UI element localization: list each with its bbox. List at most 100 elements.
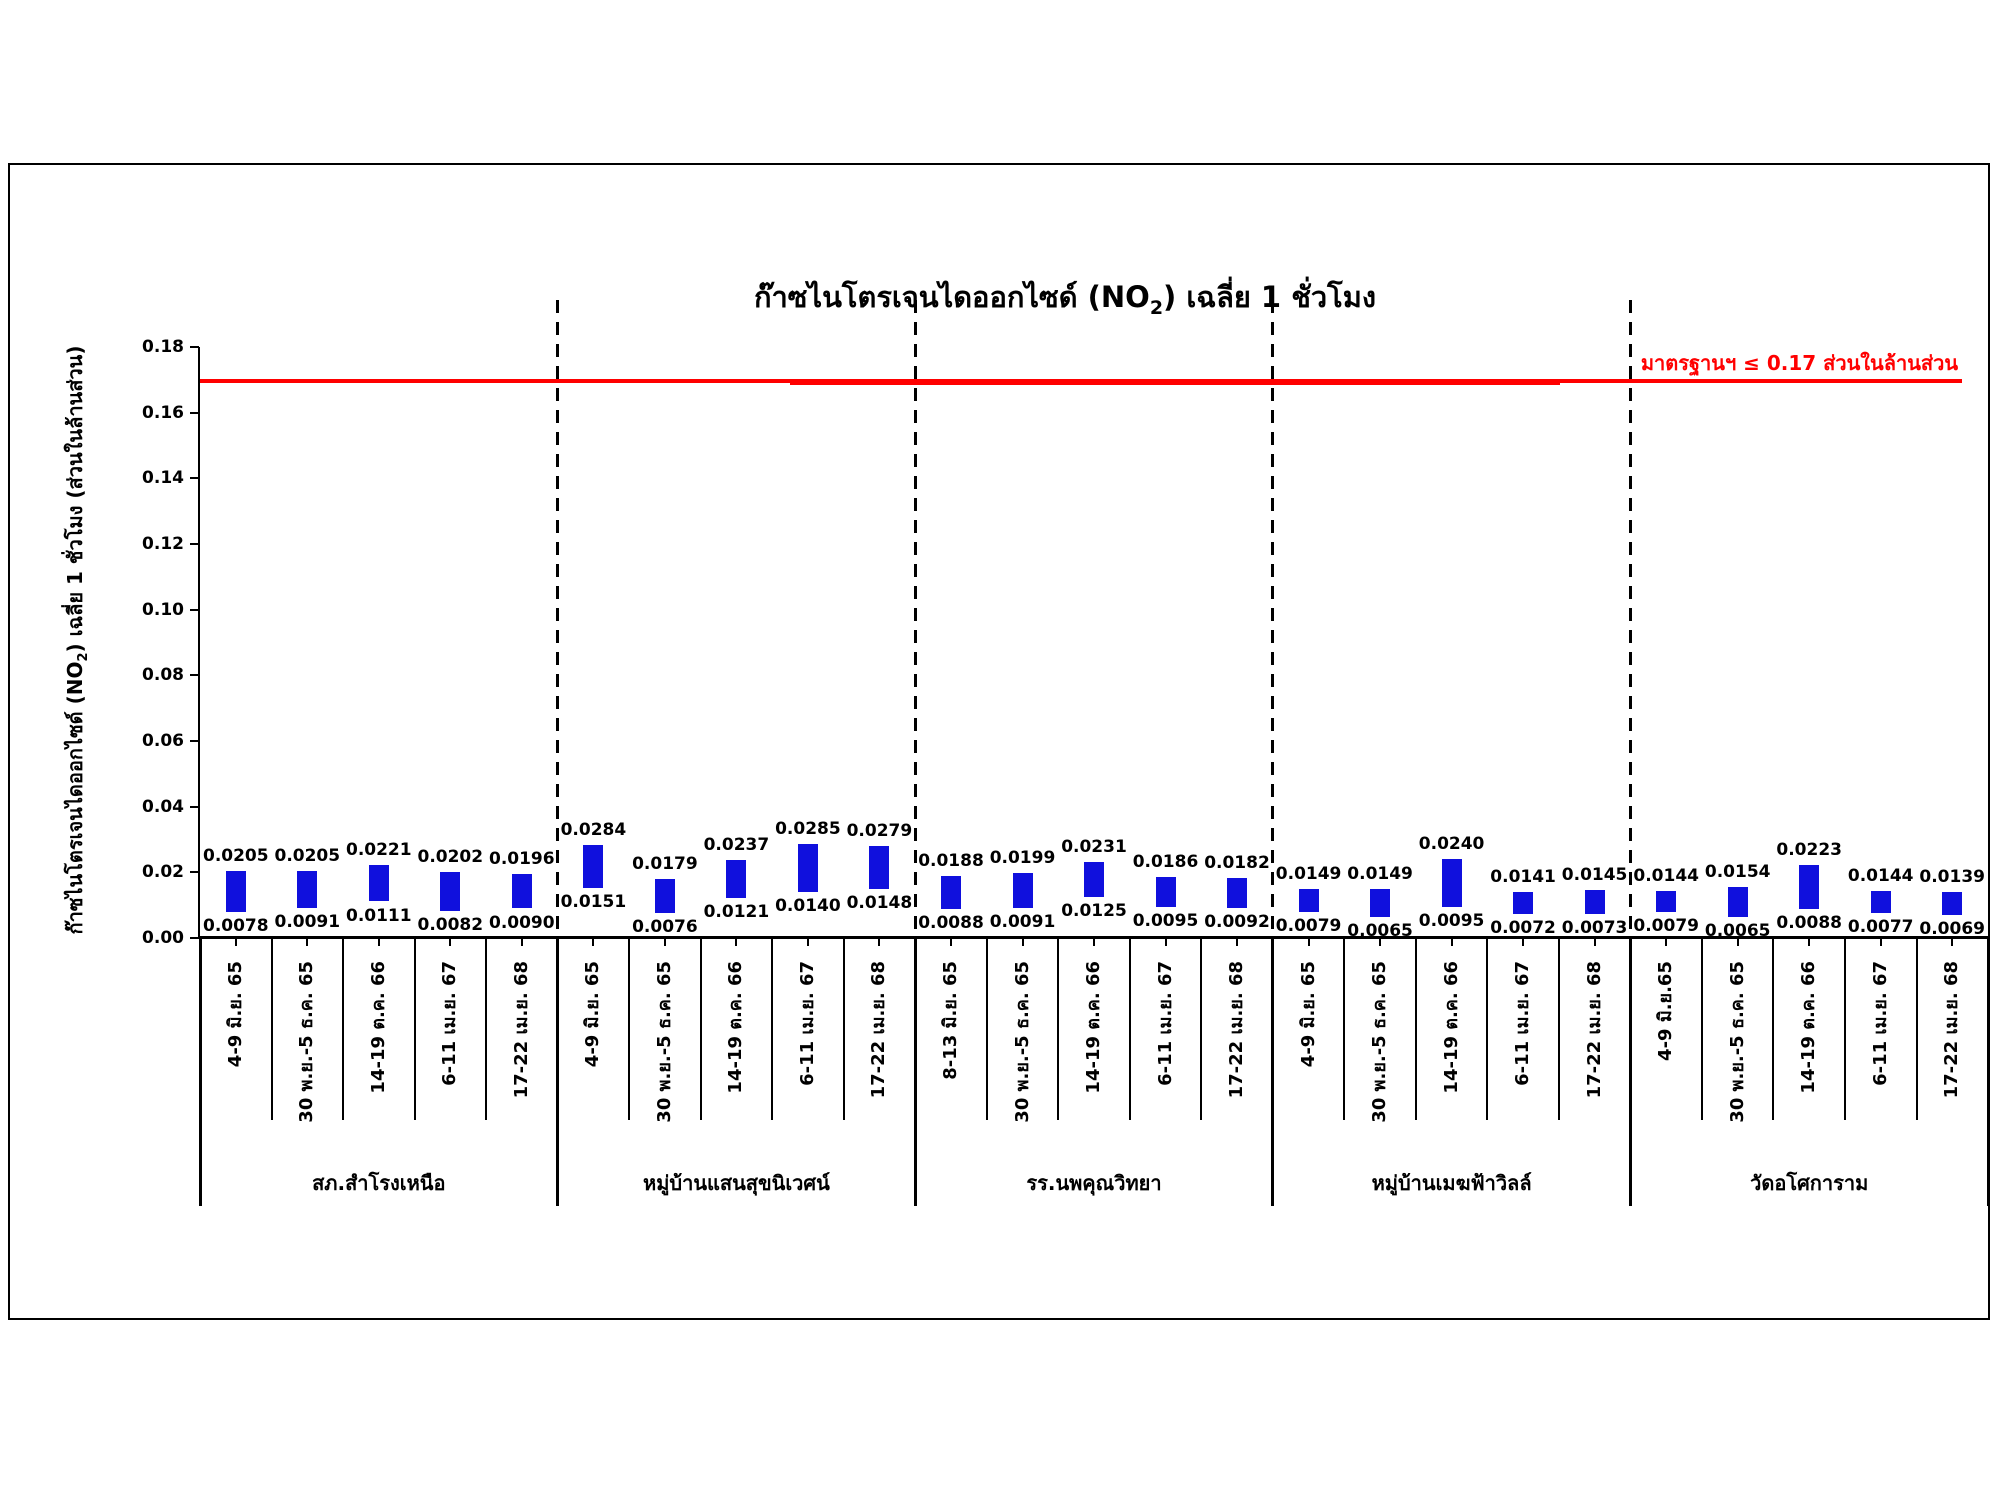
bar-tick [1450,938,1453,946]
max-value-label: 0.0205 [202,845,269,866]
min-value-label: 0.0073 [1561,918,1628,938]
max-value-label: 0.0221 [345,840,412,861]
min-value-label: 0.0091 [274,912,341,933]
period-label: 6-11 เม.ย. 67 [439,961,461,1086]
period-label: 6-11 เม.ย. 67 [1154,961,1176,1086]
bar-tick [1307,938,1310,946]
station-label: รร.นพคุณวิทยา [1026,1171,1162,1195]
max-value-label: 0.0144 [1847,865,1914,886]
max-value-label: 0.0149 [1347,864,1413,885]
min-value-label: 0.0121 [703,902,770,923]
max-value-label: 0.0237 [703,835,770,856]
range-bar [1441,859,1462,907]
period-label: 17-22 เม.ย. 68 [1226,961,1247,1099]
bar-tick [1164,938,1167,946]
range-bar [440,871,461,912]
period-label: 17-22 เม.ย. 68 [868,961,890,1099]
bar-tick [950,938,952,946]
min-value-label: 0.0148 [846,893,913,914]
range-bar [726,860,747,899]
min-value-label: 0.0069 [1919,919,1985,940]
min-value-label: 0.0095 [1418,910,1485,931]
min-value-label: 0.0078 [202,916,269,937]
period-divider [1700,938,1703,1120]
chart-title-subscript: 2 [1149,296,1164,319]
period-divider [342,938,344,1120]
station-label: หมู่บ้านเมฆฟ้าวิลล์ [1371,1171,1532,1195]
period-label: 30 พ.ย.-5 ธ.ค. 65 [1726,961,1748,1123]
period-label: 30 พ.ย.-5 ธ.ค. 65 [653,961,675,1123]
period-label: 14-19 ต.ค. 66 [367,961,389,1094]
y-tick [190,740,199,742]
min-value-label: 0.0111 [345,905,412,926]
bar-tick [1021,938,1024,946]
max-value-label: 0.0199 [989,847,1056,868]
period-label: 4-9 มิ.ย. 65 [1297,961,1319,1068]
y-tick [190,543,199,545]
range-bar [1370,889,1391,917]
station-divider [1986,936,1990,1206]
min-value-label: 0.0079 [1275,916,1342,937]
y-tick-label: 0.14 [142,468,184,489]
min-value-label: 0.0091 [989,912,1056,933]
range-bar [797,844,818,892]
bar-tick [1379,938,1382,946]
y-tick [190,477,199,480]
range-bar [225,870,246,913]
min-value-label: 0.0092 [1204,911,1270,932]
period-divider [1486,938,1489,1120]
bar-tick [234,938,237,946]
range-bar [297,870,318,909]
min-value-label: 0.0072 [1490,918,1556,939]
period-label: 6-11 เม.ย. 67 [796,961,818,1086]
range-bar [941,876,961,910]
min-value-label: 0.0095 [1132,910,1199,931]
max-value-label: 0.0179 [632,854,698,875]
max-value-label: 0.0188 [918,851,984,872]
max-value-label: 0.0205 [274,845,341,866]
bar-tick [306,938,309,946]
y-tick-label: 0.12 [142,534,184,554]
station-divider [556,936,560,1206]
min-value-label: 0.0140 [775,896,841,916]
max-value-label: 0.0284 [560,819,627,840]
period-divider [1414,938,1417,1120]
range-bar [1227,878,1247,908]
period-label: 8-13 มิ.ย. 65 [940,961,961,1080]
min-value-label: 0.0076 [632,917,698,937]
y-axis-line [198,347,200,938]
period-divider [270,938,273,1120]
y-tick [190,871,199,874]
period-divider [1128,938,1131,1120]
bar-tick [449,938,452,946]
chart-title-text-suffix: ) เฉลี่ย 1 ชั่วโมง [1163,280,1377,314]
bar-tick [735,938,738,946]
max-value-label: 0.0139 [1919,867,1985,888]
max-value-label: 0.0144 [1633,865,1699,886]
period-label: 14-19 ต.ค. 66 [1798,961,1820,1094]
standard-limit-label: มาตรฐานฯ ≤ 0.17 ส่วนในล้านส่วน [1640,351,1958,375]
chart-title: ก๊าซไนโตรเจนไดออกไซด์ (NO2) เฉลี่ย 1 ชั่… [565,274,1565,320]
bar-tick [806,938,809,946]
period-divider [1772,938,1775,1120]
min-value-label: 0.0151 [560,892,627,913]
range-bar [583,844,604,889]
period-label: 30 พ.ย.-5 ธ.ค. 65 [1011,961,1033,1123]
period-label: 14-19 ต.ค. 66 [1083,961,1104,1094]
range-bar [1298,889,1319,913]
y-tick-label: 0.16 [142,402,184,423]
period-divider [1844,938,1846,1120]
period-divider [842,938,845,1120]
period-label: 6-11 เม.ย. 67 [1512,961,1534,1086]
y-tick [190,608,199,611]
y-tick-label: 0.04 [142,796,184,817]
station-label: สภ.สำโรงเหนือ [312,1171,446,1195]
min-value-label: 0.0065 [1704,920,1771,941]
y-tick-label: 0.06 [142,731,184,751]
standard-limit-line-overlap [790,381,1560,385]
max-value-label: 0.0145 [1561,865,1628,886]
bar-tick [1808,938,1811,946]
max-value-label: 0.0141 [1490,866,1556,887]
bar-tick [1879,938,1882,946]
period-divider [771,938,774,1120]
